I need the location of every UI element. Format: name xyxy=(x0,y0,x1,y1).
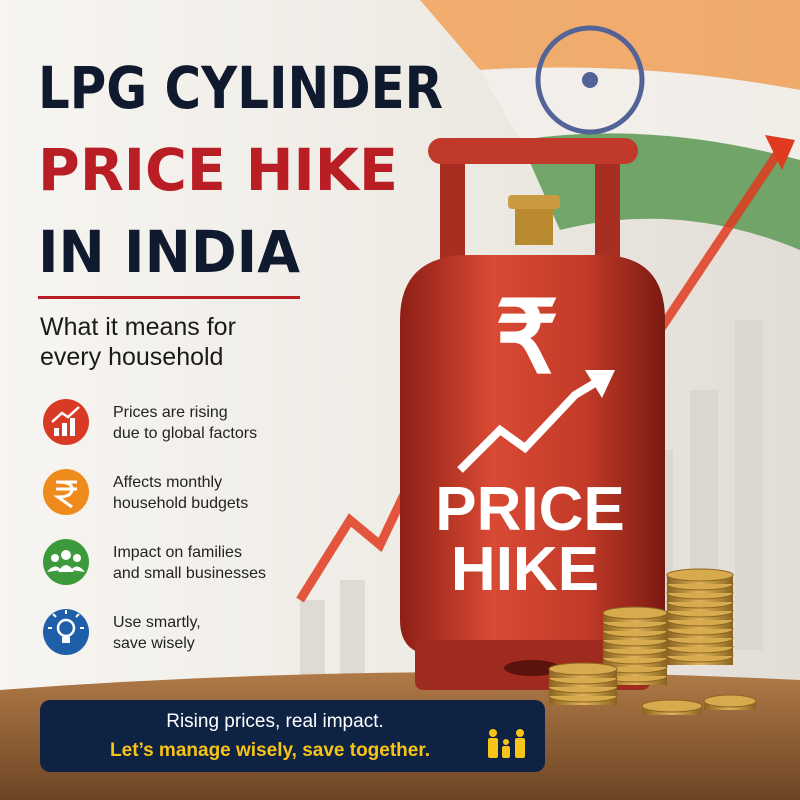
coins xyxy=(548,568,757,715)
point-text: Impact on families xyxy=(113,544,242,561)
cylinder-symbol: ₹ xyxy=(495,282,559,394)
point-icon xyxy=(43,469,89,515)
coin xyxy=(703,694,757,708)
title-line: LPG CYLINDER xyxy=(38,54,443,122)
point-icon xyxy=(43,609,89,655)
point-text: save wisely xyxy=(113,635,195,652)
subtitle: every household xyxy=(40,343,223,371)
title-line: IN INDIA xyxy=(38,218,300,286)
point-icon xyxy=(43,399,89,445)
cylinder-text: HIKE xyxy=(451,535,599,604)
point-text: and small businesses xyxy=(113,565,266,582)
footer-text: Rising prices, real impact. xyxy=(166,711,384,732)
point-text: household budgets xyxy=(113,495,248,512)
coin xyxy=(548,662,618,676)
coin xyxy=(602,606,668,620)
points: Prices are rising due to global factors Af… xyxy=(113,404,266,652)
footer-box xyxy=(40,700,545,772)
coin xyxy=(666,568,734,582)
point-icon xyxy=(43,539,89,585)
subtitle: What it means for xyxy=(40,313,236,341)
footer-text: Let’s manage wisely, save together. xyxy=(110,740,430,761)
title-rule xyxy=(38,296,300,299)
family-icon xyxy=(488,729,525,758)
point-text: Use smartly, xyxy=(113,614,201,631)
point-text: Prices are rising xyxy=(113,404,228,421)
coin xyxy=(641,699,703,713)
point-text: Affects monthly xyxy=(113,474,222,491)
point-text: due to global factors xyxy=(113,425,257,442)
title-line: PRICE HIKE xyxy=(38,136,398,204)
cylinder-text: PRICE xyxy=(435,475,624,544)
